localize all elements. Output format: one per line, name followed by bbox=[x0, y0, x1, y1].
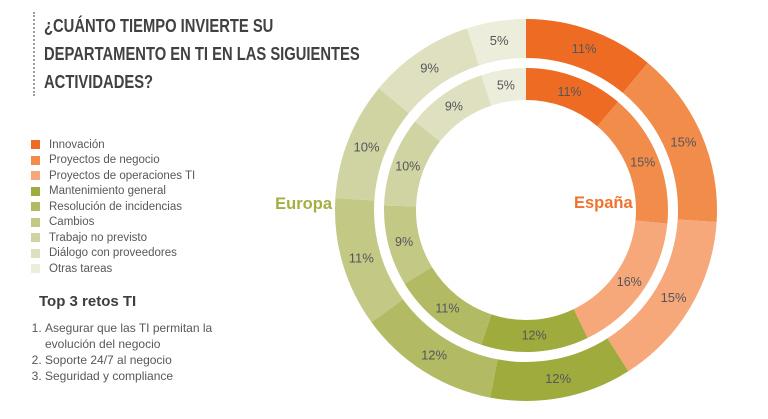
legend-label: Cambios bbox=[49, 216, 95, 229]
top3-item: Soporte 24/7 al negocio bbox=[45, 352, 227, 368]
donut-segment bbox=[481, 68, 526, 106]
donut-segment bbox=[335, 198, 404, 323]
legend-item: Diálogo con proveedores bbox=[31, 246, 195, 262]
segment-value-label: 5% bbox=[497, 79, 515, 93]
top3-heading: Top 3 retos TI bbox=[39, 293, 137, 310]
legend-label: Proyectos de operaciones TI bbox=[49, 169, 196, 182]
legend-item: Resolución de incidencias bbox=[31, 199, 195, 215]
donut-segment bbox=[383, 205, 432, 284]
segment-value-label: 12% bbox=[522, 329, 547, 343]
legend-item: Cambios bbox=[31, 215, 195, 231]
legend-item: Trabajo no previsto bbox=[31, 230, 195, 246]
donut-segment bbox=[335, 88, 409, 201]
donut-segment bbox=[378, 28, 480, 114]
top3-item: Asegurar que las TI permitan la evolució… bbox=[45, 320, 227, 352]
legend-label: Otras tareas bbox=[49, 262, 113, 275]
legend-swatch-icon bbox=[31, 140, 40, 150]
segment-value-label: 11% bbox=[572, 41, 597, 56]
page-title-line: ACTIVIDADES? bbox=[44, 72, 154, 92]
legend-swatch-icon bbox=[31, 264, 40, 274]
segment-value-label: 11% bbox=[349, 250, 374, 265]
donut-segment bbox=[414, 75, 492, 142]
legend-item: Innovación bbox=[31, 137, 195, 153]
legend-swatch-icon bbox=[31, 217, 40, 227]
legend-label: Trabajo no previsto bbox=[49, 231, 148, 244]
donut-segment bbox=[490, 338, 629, 402]
donut-segment bbox=[371, 299, 498, 398]
ring-label-europa: Europa bbox=[275, 195, 333, 213]
legend-swatch-icon bbox=[31, 155, 40, 165]
ring-label-espana: España bbox=[574, 194, 634, 212]
donut-segment bbox=[466, 19, 526, 66]
segment-value-label: 9% bbox=[420, 61, 439, 76]
legend-swatch-icon bbox=[31, 171, 40, 181]
segment-value-label: 16% bbox=[617, 275, 642, 289]
segment-value-label: 11% bbox=[435, 302, 459, 316]
top3-item: Seguridad y compliance bbox=[45, 368, 227, 384]
legend-swatch-icon bbox=[31, 233, 40, 243]
donut-segment bbox=[384, 121, 440, 207]
donut-segment bbox=[481, 309, 588, 353]
legend-label: Diálogo con proveedores bbox=[49, 247, 177, 260]
segment-value-label: 12% bbox=[421, 347, 447, 362]
donut-segment bbox=[526, 19, 648, 93]
legend-swatch-icon bbox=[31, 248, 40, 258]
legend: Innovación Proyectos de negocio Proyecto… bbox=[31, 137, 195, 277]
segment-value-label: 15% bbox=[630, 156, 655, 170]
donut-segment bbox=[597, 101, 668, 224]
page-title-line: DEPARTAMENTO EN TI EN LAS SIGUIENTES bbox=[44, 44, 360, 64]
legend-swatch-icon bbox=[31, 202, 40, 212]
segment-value-label: 12% bbox=[545, 371, 571, 386]
segment-value-label: 9% bbox=[395, 235, 413, 249]
segment-value-label: 15% bbox=[661, 290, 687, 305]
segment-value-label: 11% bbox=[557, 85, 581, 99]
donut-segment bbox=[573, 220, 668, 338]
top3-list: Asegurar que las TI permitan la evolució… bbox=[29, 320, 227, 384]
donut-segment bbox=[404, 267, 492, 345]
legend-item: Otras tareas bbox=[31, 261, 195, 277]
segment-value-label: 15% bbox=[670, 134, 696, 149]
legend-label: Mantenimiento general bbox=[49, 185, 166, 198]
donut-segment bbox=[607, 219, 717, 372]
top3-section: Top 3 retos TI Asegurar que las TI permi… bbox=[29, 293, 227, 384]
legend-item: Mantenimiento general bbox=[31, 184, 195, 200]
donut-segment bbox=[526, 68, 619, 127]
legend-swatch-icon bbox=[31, 186, 40, 196]
legend-label: Innovación bbox=[49, 138, 105, 151]
segment-value-label: 5% bbox=[490, 33, 509, 48]
page-title-line: ¿CUÁNTO TIEMPO INVIERTE SU bbox=[44, 16, 274, 36]
segment-value-label: 9% bbox=[445, 100, 463, 114]
legend-label: Resolución de incidencias bbox=[49, 200, 182, 213]
segment-value-label: 10% bbox=[353, 139, 379, 154]
donut-segment bbox=[622, 62, 717, 222]
segment-value-label: 10% bbox=[395, 160, 420, 174]
legend-item: Proyectos de operaciones TI bbox=[31, 168, 195, 184]
page-title: ¿CUÁNTO TIEMPO INVIERTE SU DEPARTAMENTO … bbox=[33, 12, 444, 96]
legend-item: Proyectos de negocio bbox=[31, 153, 195, 169]
legend-label: Proyectos de negocio bbox=[49, 154, 160, 167]
